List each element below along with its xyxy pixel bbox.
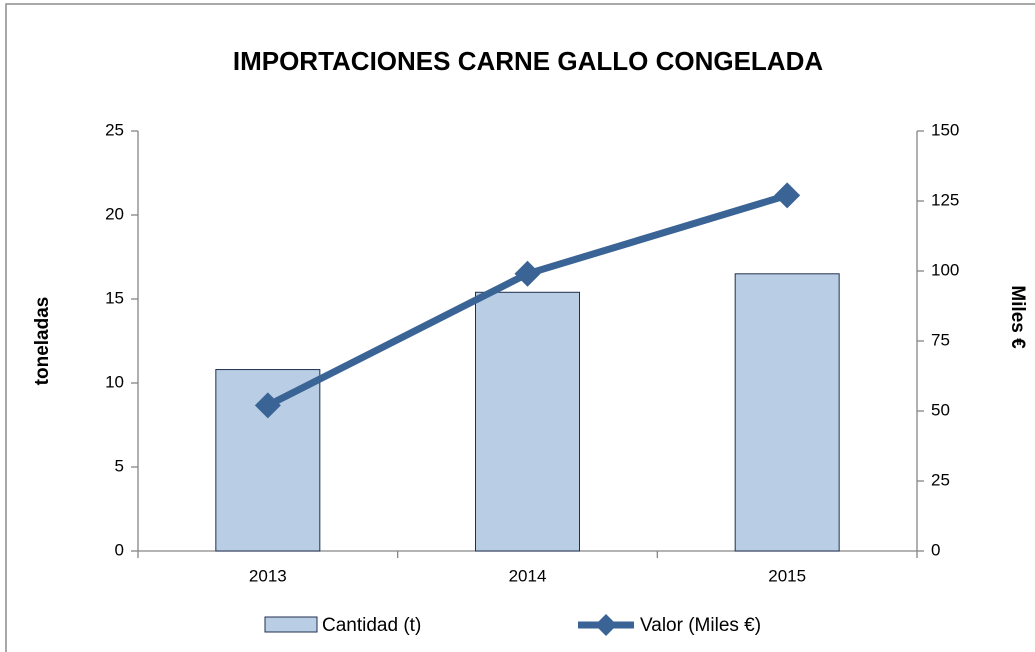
y-tick-label: 5: [115, 456, 124, 475]
x-tick-label: 2015: [768, 566, 806, 585]
y2-tick-label: 25: [931, 470, 950, 489]
y2-tick-label: 125: [931, 190, 959, 209]
y-tick-label: 20: [105, 204, 124, 223]
y2-tick-label: 50: [931, 400, 950, 419]
legend-label: Valor (Miles €): [640, 615, 761, 636]
y-tick-label: 10: [105, 372, 124, 391]
legend-label: Cantidad (t): [322, 615, 421, 636]
legend-marker: [595, 614, 617, 636]
marker: [774, 182, 801, 209]
y2-tick-label: 100: [931, 260, 959, 279]
legend-swatch: [264, 616, 318, 633]
marker: [514, 260, 541, 287]
x-tick-label: 2013: [249, 566, 287, 585]
bar: [734, 273, 840, 552]
y2-tick-label: 75: [931, 330, 950, 349]
chart-title: IMPORTACIONES CARNE GALLO CONGELADA: [233, 46, 824, 76]
y2-tick-label: 0: [931, 540, 940, 559]
bar: [475, 291, 580, 552]
y2-axis-label: Miles €: [1007, 285, 1028, 349]
marker: [254, 392, 281, 419]
y-tick-label: 25: [105, 120, 124, 139]
y2-tick-label: 150: [931, 120, 959, 139]
y-tick-label: 0: [115, 540, 124, 559]
x-tick-label: 2014: [509, 566, 547, 585]
y-tick-label: 15: [105, 288, 124, 307]
y-axis-label: toneladas: [32, 297, 53, 386]
